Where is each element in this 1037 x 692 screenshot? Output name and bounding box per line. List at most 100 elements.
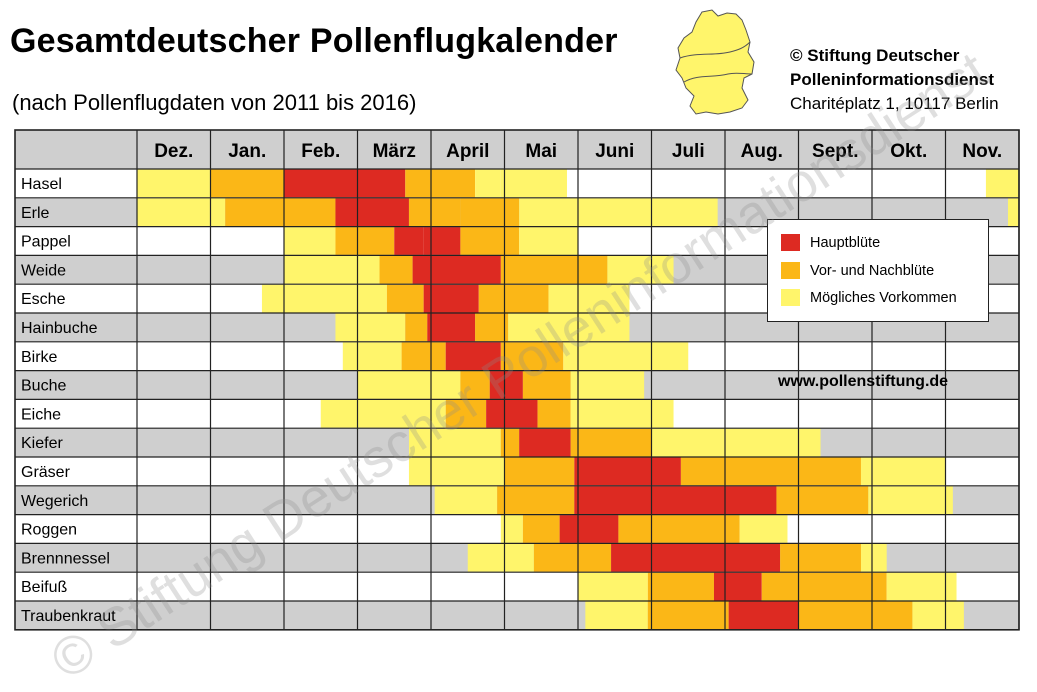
row-label-background (15, 341, 137, 371)
copyright-line-2: Polleninformationsdienst (790, 70, 995, 89)
month-label: Juni (595, 141, 634, 162)
pollen-segment-level-2 (408, 198, 461, 227)
pollen-segment-level-3 (728, 601, 799, 630)
pollen-segment-level-2 (386, 284, 424, 313)
pollen-segment-level-1 (500, 169, 567, 198)
month-label: Jan. (228, 141, 266, 162)
pollen-segment-level-1 (284, 255, 380, 284)
row-label-background (15, 572, 137, 601)
header-row-background (15, 130, 1019, 169)
legend-swatch-level-3 (781, 234, 800, 251)
pollen-segment-level-2 (210, 169, 284, 198)
pollen-segment-level-3 (445, 342, 501, 371)
pollen-segment-level-1 (508, 313, 630, 342)
plant-label: Hasel (21, 176, 62, 193)
pollen-segment-level-1 (342, 342, 402, 371)
row-label-background (15, 169, 137, 198)
pollen-segment-level-3 (423, 284, 479, 313)
pollen-segment-level-1 (585, 601, 648, 630)
pollen-segment-level-2 (798, 601, 913, 630)
pollen-segment-level-2 (460, 371, 490, 399)
legend-label: Mögliches Vorkommen (810, 290, 957, 306)
pollen-segment-level-3 (713, 572, 762, 601)
legend-swatch-level-2 (781, 262, 800, 279)
pollen-segment-level-1 (548, 284, 630, 313)
pollen-segment-level-2 (647, 601, 729, 630)
chart-frame (14, 129, 1020, 631)
page-subtitle: (nach Pollenflugdaten von 2011 bis 2016) (12, 90, 417, 115)
pollen-segment-level-2 (522, 515, 560, 543)
row-label-background (15, 313, 137, 342)
pollen-segment-level-1 (860, 457, 946, 486)
row-label-background (15, 370, 137, 400)
pollen-segment-level-1 (860, 543, 887, 572)
pollen-segment-level-1 (335, 313, 406, 342)
plant-label: Pappel (21, 234, 71, 251)
copyright-line-1: © Stiftung Deutscher (790, 46, 960, 65)
plant-label: Erle (21, 205, 50, 222)
pollen-segment-level-2 (647, 572, 714, 601)
pollen-segment-level-2 (761, 572, 887, 601)
pollen-segment-level-3 (423, 227, 461, 255)
row-label-background (15, 399, 137, 429)
pollen-segment-level-2 (500, 428, 520, 457)
month-label: Mai (525, 141, 557, 162)
pollen-segment-level-1 (868, 486, 953, 515)
plant-label: Birke (21, 349, 58, 366)
pollen-segment-level-3 (559, 515, 619, 543)
month-label: Aug. (741, 141, 783, 162)
pollen-segment-level-3 (335, 198, 409, 227)
pollen-segment-level-2 (475, 313, 509, 342)
row-label-background (15, 543, 137, 573)
row-label-background (15, 428, 137, 457)
plant-label: Beifuß (21, 579, 67, 596)
page-title: Gesamtdeutscher Pollenflugkalender (10, 22, 618, 60)
pollen-segment-level-1 (563, 342, 689, 371)
pollen-segment-level-1 (357, 371, 461, 399)
plant-label: Roggen (21, 522, 77, 539)
pollen-segment-level-3 (574, 486, 777, 515)
pollen-segment-level-2 (460, 227, 520, 255)
month-label: März (373, 141, 416, 162)
row-label-background (15, 226, 137, 256)
pollen-segment-level-1 (912, 601, 964, 630)
pollen-segment-level-2 (335, 227, 395, 255)
pollen-segment-level-3 (489, 371, 523, 399)
pollen-segment-level-3 (611, 543, 781, 572)
row-label-background (15, 197, 137, 227)
pollen-segment-level-3 (486, 399, 538, 428)
month-label: Dez. (154, 141, 193, 162)
legend-label: Vor- und Nachblüte (810, 263, 935, 279)
pollen-segment-level-1 (408, 457, 505, 486)
row-label-background (15, 255, 137, 285)
pollen-segment-level-1 (137, 198, 226, 227)
pollen-segment-level-2 (405, 313, 428, 342)
plant-label: Brennnessel (21, 550, 110, 567)
pollen-segment-level-2 (500, 342, 564, 371)
pollen-segment-level-1 (261, 284, 387, 313)
plant-label: Esche (21, 291, 66, 308)
pollen-segment-level-1 (886, 572, 957, 601)
row-label-background (15, 514, 137, 544)
plant-label: Wegerich (21, 493, 88, 510)
row-label-background (15, 485, 137, 515)
pollen-segment-level-2 (379, 255, 413, 284)
pollen-segment-level-2 (537, 399, 571, 428)
pollen-segment-level-2 (780, 543, 861, 572)
pollen-segment-level-1 (519, 198, 718, 227)
legend-swatch-level-1 (781, 289, 800, 306)
pollen-segment-level-3 (519, 428, 571, 457)
pollen-segment-level-2 (500, 255, 608, 284)
plant-label: Weide (21, 262, 66, 279)
pollen-segment-level-1 (1007, 198, 1019, 227)
month-label: Okt. (890, 141, 927, 162)
address-line: Charitéplatz 1, 10117 Berlin (790, 94, 999, 113)
pollen-segment-level-1 (320, 399, 446, 428)
website-link[interactable]: www.pollenstiftung.de (778, 373, 949, 390)
pollen-segment-level-2 (478, 284, 549, 313)
month-label: April (446, 141, 489, 162)
pollen-segment-level-2 (618, 515, 740, 543)
pollen-segment-level-1 (651, 428, 821, 457)
row-label-background (15, 457, 137, 486)
pollen-segment-level-2 (533, 543, 612, 572)
